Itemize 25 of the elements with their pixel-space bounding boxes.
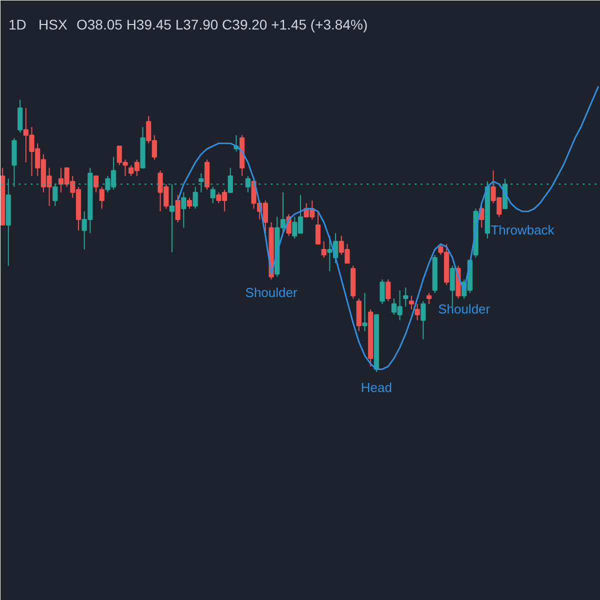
- candlestick: [403, 287, 408, 308]
- candlestick: [380, 278, 385, 304]
- candlestick: [414, 303, 420, 321]
- candlestick: [181, 192, 186, 228]
- candlestick: [386, 278, 391, 302]
- candlestick: [426, 292, 432, 304]
- candlestick: [192, 186, 198, 210]
- candlestick: [420, 300, 426, 340]
- candlestick: [362, 292, 368, 332]
- candlestick: [18, 99, 23, 133]
- candlestick: [321, 240, 326, 258]
- candlestick: [210, 186, 216, 204]
- candlestick: [93, 176, 99, 193]
- text: 1D: [8, 16, 26, 32]
- annotation: Shoulder: [438, 301, 491, 316]
- annotation: Head: [360, 380, 392, 396]
- annotation: Shoulder: [245, 284, 298, 300]
- candlestick: [408, 295, 414, 310]
- text: HSX: [38, 16, 68, 32]
- candlestick: [315, 210, 321, 245]
- text: O38.05 H39.45 L37.90 C39.20 +1.45 (+3.84%): [76, 16, 368, 32]
- candlestick: [175, 194, 180, 223]
- annotation: Throwback: [490, 222, 555, 238]
- candlestick: [186, 197, 192, 210]
- candlestick: [99, 186, 104, 210]
